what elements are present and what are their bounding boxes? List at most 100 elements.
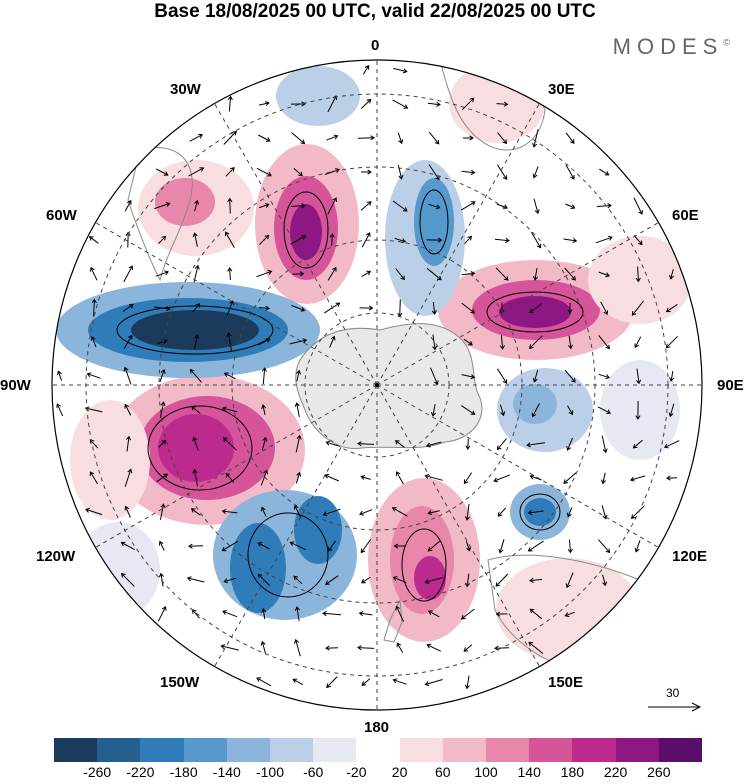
wind-arrow <box>461 271 476 277</box>
wind-arrow <box>294 638 301 657</box>
wind-arrow <box>394 440 405 448</box>
wind-arrow <box>636 368 642 385</box>
wind-arrow <box>567 539 573 554</box>
wind-arrow <box>427 101 441 107</box>
wind-arrow <box>256 269 273 278</box>
colorbar-tick-label: 220 <box>603 764 628 780</box>
wind-arrow <box>494 237 510 243</box>
wind-arrow <box>496 164 508 180</box>
wind-arrow <box>529 608 543 620</box>
lon-label-150e: 150E <box>548 674 584 691</box>
wind-arrow <box>460 608 475 620</box>
lon-label-150w: 150W <box>160 674 200 691</box>
wind-arrow <box>396 642 404 654</box>
colorbar-tick-label: 20 <box>391 764 408 780</box>
wind-arrow <box>529 577 543 583</box>
wind-arrow <box>498 539 505 554</box>
wind-arrow <box>56 370 63 381</box>
wind-arrow <box>563 238 578 244</box>
wind-arrow <box>427 510 440 516</box>
wind-arrow <box>225 472 235 483</box>
wind-arrow <box>222 610 238 618</box>
wind-arrow <box>257 338 271 346</box>
lon-label-120e: 120E <box>672 548 708 565</box>
wind-arrow <box>461 169 476 175</box>
wind-arrow <box>533 268 539 281</box>
wind-arrow <box>258 101 270 107</box>
wind-arrow <box>154 202 171 210</box>
wind-arrow <box>157 605 167 622</box>
wind-arrow <box>192 468 199 487</box>
wind-arrow <box>428 164 440 181</box>
wind-arrow <box>192 303 201 313</box>
positive-anomalies <box>70 63 692 662</box>
wind-arrow <box>566 507 573 518</box>
wind-arrow <box>666 475 678 481</box>
wind-arrow <box>221 406 238 413</box>
colorbar-swatch <box>572 738 616 762</box>
wind-arrow <box>358 611 373 617</box>
wind-arrow <box>668 403 675 418</box>
wind-arrow <box>360 539 372 554</box>
wind-arrow <box>360 98 372 109</box>
antarctica <box>295 323 483 449</box>
wind-arrow <box>392 576 407 584</box>
wind-arrow <box>601 472 606 485</box>
wind-arrow <box>465 438 471 450</box>
wind-arrow <box>324 473 340 482</box>
wind-arrow <box>629 475 646 482</box>
wind-arrow <box>155 270 169 277</box>
wind-arrow <box>225 167 235 177</box>
wind-arrow <box>329 233 335 247</box>
wind-arrow <box>261 367 267 385</box>
wind-arrow <box>495 267 509 281</box>
colorbar-tick-label: 140 <box>517 764 541 780</box>
wind-arrow <box>598 373 611 380</box>
wind-arrow <box>565 132 575 144</box>
wind-arrow <box>292 678 304 686</box>
wind-arrow <box>192 436 199 451</box>
colorbar-swatch <box>97 738 141 762</box>
wind-arrow <box>295 434 302 453</box>
wind-arrow <box>86 372 101 379</box>
wind-arrow <box>426 237 443 243</box>
wind-arrow <box>227 197 233 214</box>
wind-arrow <box>227 95 233 112</box>
colorbar-tick-label: 260 <box>647 764 671 780</box>
wind-arrow <box>499 404 506 417</box>
colorbar-swatch <box>140 738 184 762</box>
wind-arrow <box>428 131 440 145</box>
wind-arrow <box>259 203 270 209</box>
wind-vectors <box>56 64 680 690</box>
wind-arrow <box>567 335 573 350</box>
wind-arrow <box>392 200 408 212</box>
wind-arrow <box>357 135 375 141</box>
wind-arrow <box>325 440 338 447</box>
wind-arrow <box>120 541 135 551</box>
wind-arrow <box>194 334 200 349</box>
wind-arrow <box>564 369 576 383</box>
wind-arrow <box>601 435 608 454</box>
wind-arrow <box>360 169 372 175</box>
wind-arrow <box>124 468 133 487</box>
wind-arrow <box>256 167 272 177</box>
wind-arrow <box>602 574 608 587</box>
wind-arrow <box>431 301 437 315</box>
wind-arrow <box>220 644 239 651</box>
wind-arrow <box>567 302 573 314</box>
wind-arrow <box>596 203 612 209</box>
wind-arrow <box>531 403 540 418</box>
wind-arrow <box>357 645 375 651</box>
colorbar-swatch <box>658 738 703 762</box>
wind-arrow <box>532 166 539 179</box>
colorbar-ticks: -260 -220 -180 -140 -100 -60 -20 20 60 100 140 180 2… <box>54 764 702 784</box>
wind-arrow <box>564 611 575 618</box>
wind-arrow <box>223 372 236 380</box>
wind-arrow <box>424 577 443 585</box>
wind-arrow <box>326 134 339 141</box>
wind-arrow <box>527 510 544 516</box>
colorbar <box>54 738 703 762</box>
wind-arrow <box>189 133 204 142</box>
wind-arrow <box>565 164 575 180</box>
wind-arrow <box>461 374 476 380</box>
